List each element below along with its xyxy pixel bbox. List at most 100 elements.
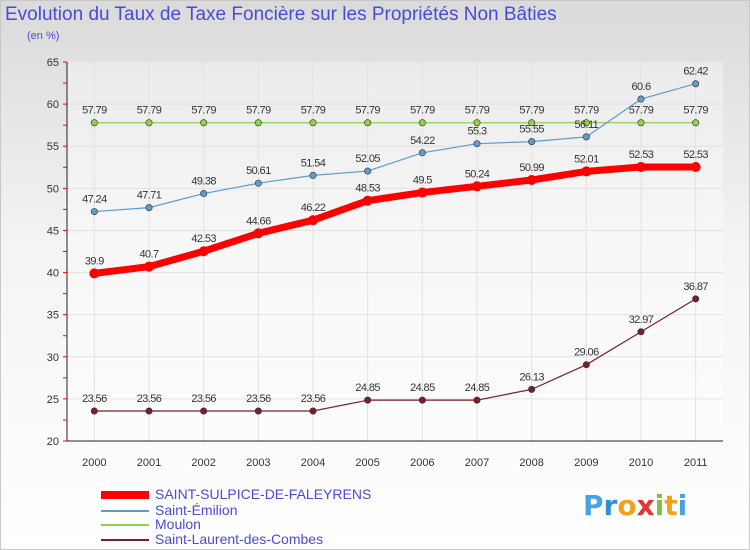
data-label: 56.11	[574, 119, 598, 131]
legend-swatch	[101, 510, 149, 512]
data-point	[145, 119, 153, 127]
data-point	[144, 261, 154, 272]
plot-area	[67, 62, 723, 441]
data-label: 57.79	[246, 105, 271, 117]
data-point	[582, 119, 590, 127]
legend-label: SAINT-SULPICE-DE-FALEYRENS	[155, 486, 372, 502]
series-line	[90, 163, 700, 277]
data-label: 24.85	[465, 382, 490, 394]
data-point	[364, 119, 372, 127]
legend-swatch	[101, 524, 149, 526]
data-label: 32.97	[629, 314, 654, 326]
chart-title: Evolution du Taux de Taxe Foncière sur l…	[5, 4, 557, 25]
legend-label: Moulon	[155, 516, 201, 532]
data-point	[364, 396, 372, 404]
y-tick-label: 40	[47, 268, 59, 280]
data-point	[254, 179, 262, 187]
y-tick-label: 20	[47, 436, 59, 448]
data-label: 52.05	[355, 153, 380, 165]
data-label: 57.79	[629, 105, 654, 117]
data-point	[364, 167, 372, 175]
data-label: 50.24	[465, 168, 490, 180]
data-point	[690, 162, 701, 173]
data-label: 50.61	[246, 165, 271, 177]
data-point	[528, 385, 536, 393]
data-label: 52.01	[574, 153, 599, 165]
x-tick-label: 2001	[137, 457, 161, 469]
data-label: 40.7	[139, 249, 158, 261]
data-point	[637, 95, 645, 103]
series-line	[93, 298, 697, 412]
data-point	[200, 407, 208, 415]
data-point	[253, 228, 264, 239]
data-point	[90, 407, 98, 415]
data-point	[582, 133, 590, 141]
data-label: 23.56	[246, 393, 271, 405]
data-point	[472, 181, 482, 192]
legend-label: Saint-Émilion	[155, 502, 238, 518]
data-label: 47.24	[82, 194, 107, 206]
data-point	[417, 187, 428, 198]
x-tick-label: 2007	[465, 457, 489, 469]
y-tick-label: 50	[47, 183, 59, 195]
data-point	[526, 174, 537, 185]
data-point	[362, 195, 373, 206]
data-point	[636, 162, 646, 173]
x-tick-label: 2002	[191, 457, 215, 469]
series-line	[93, 83, 697, 213]
data-label: 23.56	[301, 393, 326, 405]
data-point	[254, 407, 262, 415]
chart-unit-label: (en %)	[27, 30, 60, 42]
data-label: 57.79	[191, 105, 216, 117]
data-label: 57.79	[355, 105, 380, 117]
data-label: 29.06	[574, 347, 599, 359]
data-label: 55.3	[467, 126, 486, 138]
data-point	[528, 119, 536, 127]
data-point	[309, 171, 317, 179]
data-label: 44.66	[246, 215, 271, 227]
data-label: 57.79	[519, 105, 544, 117]
y-tick-label: 65	[47, 57, 59, 69]
data-point	[418, 396, 426, 404]
data-point	[418, 149, 426, 157]
data-point	[473, 140, 481, 148]
data-label: 23.56	[137, 393, 162, 405]
data-label: 62.42	[683, 66, 708, 78]
data-point	[692, 295, 700, 303]
data-point	[198, 246, 209, 257]
legend-swatch	[101, 539, 149, 541]
data-point	[637, 119, 645, 127]
x-tick-label: 2003	[246, 457, 270, 469]
data-label: 23.56	[191, 393, 216, 405]
data-label: 49.5	[413, 175, 432, 187]
data-label: 51.54	[301, 157, 326, 169]
x-tick-label: 2011	[684, 457, 708, 469]
data-label: 60.6	[631, 81, 650, 93]
data-label: 57.79	[683, 105, 708, 117]
y-tick-label: 60	[47, 99, 59, 111]
data-label: 52.53	[683, 149, 708, 161]
y-tick-label: 30	[47, 352, 59, 364]
data-label: 42.53	[191, 233, 216, 245]
data-label: 36.87	[683, 281, 708, 293]
data-point	[581, 166, 592, 177]
legend-label: Saint-Laurent-des-Combes	[155, 531, 324, 547]
data-label: 57.79	[410, 105, 435, 117]
data-label: 55.55	[519, 124, 544, 136]
data-point	[473, 119, 481, 127]
data-point	[89, 268, 100, 279]
data-label: 24.85	[410, 382, 435, 394]
data-label: 52.53	[629, 149, 654, 161]
y-tick-label: 35	[47, 310, 59, 322]
x-tick-label: 2006	[410, 457, 434, 469]
data-label: 46.22	[301, 202, 326, 214]
proxiti-logo: Proxiti	[583, 489, 688, 522]
data-label: 57.79	[574, 105, 599, 117]
data-label: 54.22	[410, 135, 435, 147]
data-point	[200, 190, 208, 198]
data-label: 57.79	[137, 105, 162, 117]
legend-swatch	[101, 491, 149, 499]
x-tick-label: 2008	[519, 457, 543, 469]
